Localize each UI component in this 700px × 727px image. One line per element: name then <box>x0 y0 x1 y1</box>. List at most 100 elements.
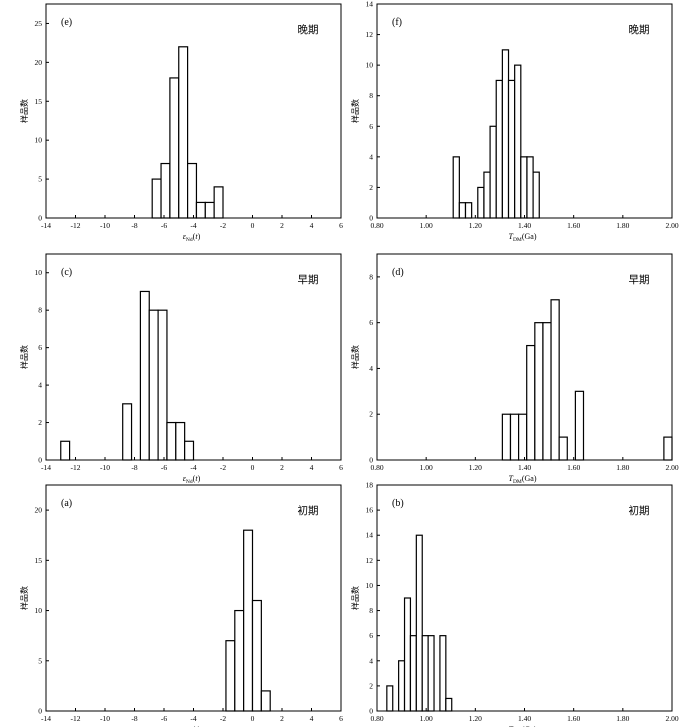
y-tick-label: 10 <box>35 606 43 615</box>
histogram-bar <box>187 162 198 219</box>
y-tick-label: 10 <box>35 136 43 145</box>
x-tick-label: 1.60 <box>567 221 580 230</box>
histogram-bar <box>195 201 206 219</box>
histogram-bar <box>148 309 159 461</box>
panel-label: (c) <box>61 267 72 278</box>
y-tick-label: 15 <box>35 556 43 565</box>
y-tick-label: 16 <box>366 506 374 515</box>
x-tick-label: 4 <box>310 714 314 723</box>
x-tick-label: -6 <box>161 463 167 472</box>
y-tick-label: 6 <box>369 318 373 327</box>
y-tick-label: 18 <box>366 481 374 490</box>
y-axis-label: 样品数 <box>19 345 29 369</box>
panel-label: (e) <box>61 17 72 28</box>
x-tick-label: 1.00 <box>420 714 433 723</box>
y-tick-label: 2 <box>369 410 373 419</box>
histogram-bar <box>452 156 460 219</box>
histogram-bar <box>178 46 189 219</box>
x-tick-label: 2.00 <box>665 463 678 472</box>
x-tick-label: 2.00 <box>665 221 678 230</box>
y-tick-label: 4 <box>369 656 373 665</box>
y-axis-label: 样品数 <box>350 586 360 610</box>
y-tick-label: 12 <box>366 30 374 39</box>
period-label: 初期 <box>629 504 650 517</box>
histogram-bar <box>489 125 497 219</box>
x-tick-label: -4 <box>190 463 196 472</box>
histogram-bar <box>477 186 485 219</box>
histogram-bar <box>166 421 177 461</box>
x-tick-label: 2 <box>280 221 284 230</box>
histogram-bar <box>415 534 423 712</box>
histogram-bar <box>225 640 236 712</box>
x-tick-label: 0 <box>251 714 255 723</box>
x-tick-label: 1.60 <box>567 463 580 472</box>
x-tick-label: 6 <box>339 714 343 723</box>
y-tick-label: 0 <box>369 456 373 465</box>
histogram-bar <box>184 440 195 461</box>
period-label: 早期 <box>298 274 319 286</box>
y-tick-label: 14 <box>366 0 374 9</box>
x-tick-label: -12 <box>71 714 81 723</box>
y-tick-label: 6 <box>369 631 373 640</box>
histogram-bar <box>458 202 467 219</box>
x-tick-label: 1.80 <box>616 463 629 472</box>
histogram-bar <box>213 186 224 219</box>
y-tick-label: 0 <box>369 707 373 716</box>
x-tick-label: 1.20 <box>469 221 482 230</box>
y-tick-label: 0 <box>369 214 373 223</box>
histogram-bar <box>386 685 394 712</box>
x-tick-label: 0.80 <box>370 221 383 230</box>
y-tick-label: 0 <box>38 707 42 716</box>
x-tick-label: -14 <box>41 714 51 723</box>
plot-frame <box>45 484 342 712</box>
x-axis-label: TDM(Ga) <box>509 725 537 727</box>
y-tick-label: 12 <box>366 556 374 565</box>
y-tick-label: 2 <box>38 418 42 427</box>
y-tick-label: 20 <box>35 506 43 515</box>
x-axis-label: εNd(t) <box>183 725 201 727</box>
histogram-bar <box>122 403 133 461</box>
histogram-panel-d: 0.80 1.00 1.20 1.40 1.60 1.80 2.00 0 2 4 6 8 样品数 TDM(… <box>350 253 679 485</box>
x-tick-label: 6 <box>339 221 343 230</box>
histogram-bar <box>234 609 245 712</box>
y-axis-label: 样品数 <box>350 99 360 123</box>
histogram-bar <box>520 156 528 219</box>
period-label: 晚期 <box>629 24 650 36</box>
x-tick-label: -10 <box>100 221 110 230</box>
histogram-panel-a: -14 -12 -10 -8 -6 -4 -2 0 2 4 6 0 5 10 15 20 样品数 εNd(t) (a… <box>19 484 343 727</box>
x-tick-label: -2 <box>220 221 226 230</box>
x-tick-label: 1.60 <box>567 714 580 723</box>
x-tick-label: -4 <box>190 714 196 723</box>
y-tick-label: 10 <box>366 581 374 590</box>
histogram-bar <box>409 635 417 712</box>
y-tick-label: 8 <box>38 306 42 315</box>
y-tick-label: 20 <box>35 58 43 67</box>
period-label: 晚期 <box>298 24 319 36</box>
histogram-bar <box>507 79 516 219</box>
histogram-bar <box>151 178 162 219</box>
x-tick-label: 1.00 <box>420 463 433 472</box>
x-tick-label: 2 <box>280 714 284 723</box>
histogram-panel-f: 0.80 1.00 1.20 1.40 1.60 1.80 2.00 0 2 4 6 8 10 12 14 样… <box>350 0 679 243</box>
x-tick-label: -14 <box>41 221 51 230</box>
x-tick-label: -2 <box>220 463 226 472</box>
histogram-bar <box>398 660 406 712</box>
x-tick-label: 4 <box>310 221 314 230</box>
histogram-bar <box>495 79 503 219</box>
y-tick-label: 0 <box>38 214 42 223</box>
histogram-bar <box>403 597 412 712</box>
panel-label: (f) <box>392 17 402 28</box>
histogram-bar <box>532 171 540 219</box>
histogram-bar <box>169 77 180 219</box>
histogram-bar <box>445 697 453 712</box>
histogram-panel-e: -14 -12 -10 -8 -6 -4 -2 0 2 4 6 0 5 10 15 20 25 样品数 εNd(t)… <box>19 3 343 243</box>
x-tick-label: 0 <box>251 221 255 230</box>
histogram-bar <box>427 635 435 712</box>
histogram-bar <box>439 635 447 712</box>
histogram-bar <box>663 436 673 461</box>
x-tick-label: -4 <box>190 221 196 230</box>
y-tick-label: 10 <box>366 61 374 70</box>
histogram-panel-c: -14 -12 -10 -8 -6 -4 -2 0 2 4 6 0 2 4 6 8 10 样品数 εNd(t) (c)… <box>19 253 343 485</box>
histogram-bar <box>175 421 186 461</box>
histogram-bar <box>558 436 568 461</box>
